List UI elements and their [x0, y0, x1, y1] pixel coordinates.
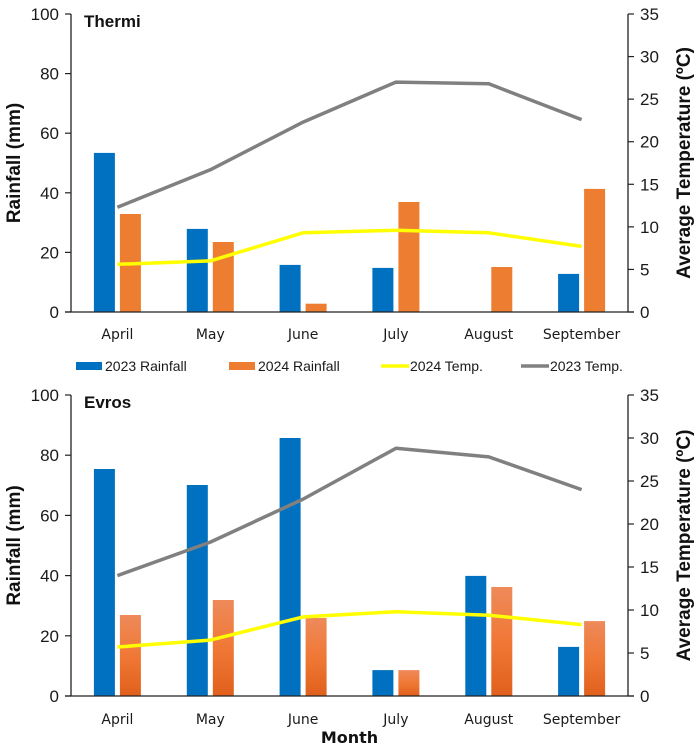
- panel-title: Evros: [84, 393, 131, 412]
- category-label-may: May: [196, 327, 225, 343]
- line-2024-temp: [117, 228, 582, 267]
- right-tick-label: 20: [640, 133, 659, 152]
- category-label-april: April: [101, 712, 133, 728]
- line-2023-temp: [116, 446, 583, 578]
- left-tick-label: 80: [40, 446, 59, 465]
- line-2023-temp: [116, 80, 583, 209]
- bar-2023-rainfall-september: [558, 273, 580, 312]
- bar-2024-rainfall-may: [212, 600, 234, 696]
- right-tick-label: 10: [640, 218, 659, 237]
- legend-item-2024-temp: 2024 Temp.: [381, 358, 483, 374]
- left-tick-label: 20: [40, 627, 59, 646]
- category-label-july: July: [382, 712, 408, 728]
- left-tick-label: 100: [31, 386, 59, 405]
- bar-2024-rainfall-may: [212, 242, 234, 312]
- right-tick-label: 0: [640, 687, 649, 706]
- x-axis-title: Month: [321, 728, 378, 747]
- bar-2023-rainfall-july: [372, 670, 394, 696]
- right-tick-label: 0: [640, 303, 649, 322]
- right-tick-label: 30: [640, 48, 659, 67]
- evros-panel: 0 20 40 60 80 100 0 5 10 15 20 25 30 35 April May June Ju…: [4, 386, 695, 747]
- right-tick-label: 5: [640, 260, 649, 279]
- right-tick-label: 35: [640, 5, 659, 24]
- right-tick-label: 15: [640, 175, 659, 194]
- legend-label: 2023 Temp.: [550, 358, 623, 374]
- legend-label: 2024 Rainfall: [258, 358, 340, 374]
- right-tick-label: 35: [640, 386, 659, 405]
- left-tick-label: 20: [40, 243, 59, 262]
- right-tick-label: 25: [640, 90, 659, 109]
- category-label-september: September: [543, 327, 621, 343]
- bar-2024-rainfall-july: [398, 670, 420, 696]
- legend: 2023 Rainfall 2024 Rainfall 2024 Temp. 2023…: [76, 358, 623, 374]
- legend-swatch-2024-rainfall: [229, 362, 255, 370]
- legend-item-2023-temp: 2023 Temp.: [521, 358, 623, 374]
- left-tick-label: 100: [31, 5, 59, 24]
- y2-axis-title: Average Temperature (ºC): [674, 47, 695, 279]
- bar-2023-rainfall-june: [279, 438, 301, 696]
- right-tick-label: 30: [640, 429, 659, 448]
- legend-item-2024-rainfall: 2024 Rainfall: [229, 358, 340, 374]
- bar-2023-rainfall-september: [558, 646, 580, 696]
- category-label-july: July: [382, 327, 408, 343]
- bar-2023-rainfall-june: [279, 264, 301, 312]
- left-tick-label: 40: [40, 567, 59, 586]
- bar-2023-rainfall-may: [186, 485, 208, 696]
- category-label-april: April: [101, 327, 133, 343]
- category-label-may: May: [196, 712, 225, 728]
- left-tick-label: 0: [50, 687, 59, 706]
- left-tick-label: 0: [50, 303, 59, 322]
- left-tick-label: 40: [40, 184, 59, 203]
- left-tick-label: 80: [40, 65, 59, 84]
- right-tick-label: 15: [640, 558, 659, 577]
- category-label-june: June: [287, 712, 319, 728]
- left-tick-label: 60: [40, 506, 59, 525]
- bar-2023-rainfall-may: [186, 228, 208, 312]
- bar-2024-rainfall-september: [584, 188, 606, 312]
- bar-2023-rainfall-august: [465, 575, 487, 696]
- category-label-august: August: [464, 712, 514, 728]
- bar-2023-rainfall-april: [93, 469, 115, 696]
- bar-2024-rainfall-august: [491, 587, 513, 696]
- right-tick-label: 25: [640, 472, 659, 491]
- right-tick-label: 20: [640, 515, 659, 534]
- thermi-panel: 0 20 40 60 80 100 0 5 10 15 20 25 30 35 April May June Ju…: [4, 5, 695, 343]
- legend-label: 2024 Temp.: [410, 358, 483, 374]
- legend-label: 2023 Rainfall: [105, 358, 187, 374]
- bar-2024-rainfall-september: [584, 621, 606, 696]
- bar-2024-rainfall-july: [398, 202, 420, 312]
- y-axis-title: Rainfall (mm): [4, 485, 25, 605]
- bar-2024-rainfall-june: [305, 303, 327, 312]
- left-tick-label: 60: [40, 124, 59, 143]
- legend-swatch-2023-rainfall: [76, 362, 102, 370]
- category-label-august: August: [464, 327, 514, 343]
- bar-2023-rainfall-april: [93, 152, 115, 312]
- bar-2024-rainfall-june: [305, 618, 327, 696]
- category-label-september: September: [543, 712, 621, 728]
- line-2024-temp: [117, 609, 582, 649]
- bar-2024-rainfall-august: [491, 267, 513, 312]
- right-tick-label: 5: [640, 644, 649, 663]
- legend-item-2023-rainfall: 2023 Rainfall: [76, 358, 187, 374]
- right-tick-label: 10: [640, 601, 659, 620]
- bar-2023-rainfall-july: [372, 267, 394, 312]
- y-axis-title: Rainfall (mm): [4, 103, 25, 223]
- category-label-june: June: [287, 327, 319, 343]
- y2-axis-title: Average Temperature (ºC): [674, 430, 695, 662]
- bar-2024-rainfall-april: [119, 615, 141, 696]
- panel-title: Thermi: [84, 12, 141, 31]
